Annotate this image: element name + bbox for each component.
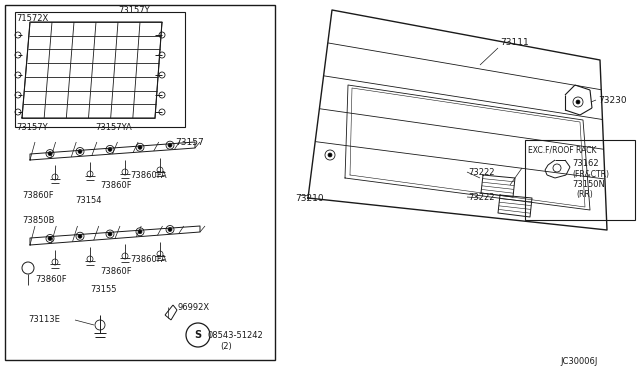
Text: 73150N: 73150N xyxy=(572,180,605,189)
Text: 73113E: 73113E xyxy=(28,315,60,324)
Text: 73860F: 73860F xyxy=(35,276,67,285)
Text: 73157Y: 73157Y xyxy=(16,122,47,131)
Text: 73230: 73230 xyxy=(598,96,627,105)
Circle shape xyxy=(48,152,52,155)
Text: 73157Y: 73157Y xyxy=(118,6,150,15)
Circle shape xyxy=(328,153,332,157)
Text: (RR): (RR) xyxy=(576,189,593,199)
Text: 73157: 73157 xyxy=(175,138,204,147)
Text: 08543-51242: 08543-51242 xyxy=(208,330,264,340)
Circle shape xyxy=(138,145,142,149)
Text: 96992X: 96992X xyxy=(178,304,210,312)
Bar xyxy=(5,5,275,360)
Text: 73210: 73210 xyxy=(295,193,324,202)
Text: 73860F: 73860F xyxy=(100,180,132,189)
Circle shape xyxy=(48,237,52,241)
Text: 73860FA: 73860FA xyxy=(130,256,166,264)
Circle shape xyxy=(78,150,82,154)
Text: 73222: 73222 xyxy=(468,167,495,176)
Text: 73860FA: 73860FA xyxy=(130,170,166,180)
Text: 73154: 73154 xyxy=(75,196,102,205)
Text: 73860F: 73860F xyxy=(100,267,132,276)
Circle shape xyxy=(78,234,82,238)
Text: 73155: 73155 xyxy=(90,285,116,295)
Bar xyxy=(15,12,185,127)
Text: JC30006J: JC30006J xyxy=(560,357,597,366)
Circle shape xyxy=(108,232,112,236)
Circle shape xyxy=(576,100,580,104)
Text: 73157YA: 73157YA xyxy=(95,122,132,131)
Text: 73850B: 73850B xyxy=(22,215,54,224)
Text: 71572X: 71572X xyxy=(16,13,48,22)
Text: 73222: 73222 xyxy=(468,192,495,202)
Circle shape xyxy=(108,147,112,151)
Circle shape xyxy=(168,143,172,147)
Text: EXC.F/ROOF RACK: EXC.F/ROOF RACK xyxy=(528,145,596,154)
Text: (2): (2) xyxy=(220,343,232,352)
Circle shape xyxy=(138,230,142,234)
Text: (FR&CTR): (FR&CTR) xyxy=(572,170,609,179)
Text: 73162: 73162 xyxy=(572,158,598,167)
Bar xyxy=(525,140,635,220)
Circle shape xyxy=(168,228,172,231)
Text: 73860F: 73860F xyxy=(22,190,54,199)
Text: 73111: 73111 xyxy=(500,38,529,46)
Text: S: S xyxy=(195,330,202,340)
